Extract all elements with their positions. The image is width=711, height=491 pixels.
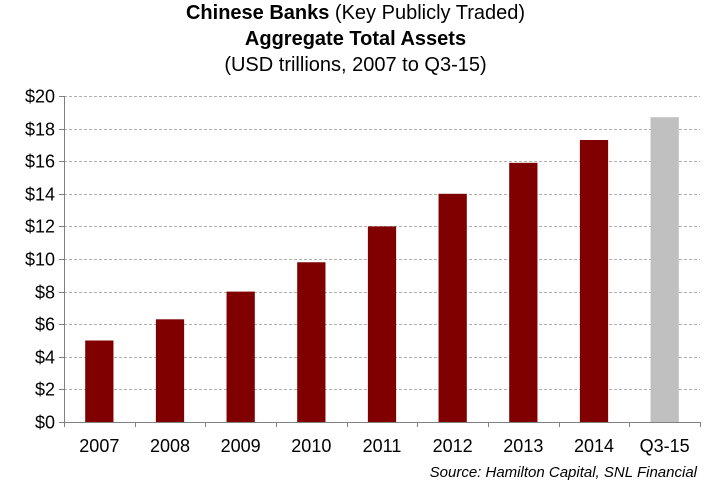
x-tick-label: 2007 bbox=[79, 436, 119, 456]
bar-2008 bbox=[155, 319, 185, 422]
y-tick-label: $4 bbox=[35, 348, 55, 368]
y-tick-label: $10 bbox=[25, 250, 55, 270]
y-tick-label: $16 bbox=[25, 152, 55, 172]
x-tick-label: 2013 bbox=[503, 436, 543, 456]
source-note: Source: Hamilton Capital, SNL Financial bbox=[429, 464, 697, 481]
bar-2010 bbox=[297, 262, 326, 422]
y-tick-label: $18 bbox=[25, 120, 55, 140]
bar-2009 bbox=[226, 291, 255, 422]
bar-2013 bbox=[509, 162, 538, 422]
bar-q3-15 bbox=[650, 117, 679, 422]
chart-title-rest: (Key Publicly Traded) bbox=[329, 2, 526, 24]
chart-title-block: Chinese Banks (Key Publicly Traded) Aggr… bbox=[0, 0, 711, 78]
bar-2014 bbox=[579, 140, 609, 422]
y-tick-label: $6 bbox=[35, 315, 55, 335]
x-tick-label: 2010 bbox=[291, 436, 331, 456]
y-tick-label: $2 bbox=[35, 380, 55, 400]
bars bbox=[85, 117, 679, 422]
x-tick-label: 2012 bbox=[433, 436, 473, 456]
x-tick-label: 2009 bbox=[221, 436, 261, 456]
y-tick-label: $12 bbox=[25, 217, 55, 237]
axes bbox=[59, 96, 701, 427]
x-tick-label: 2011 bbox=[363, 436, 402, 456]
x-tick-label: 2014 bbox=[574, 436, 614, 456]
chart-title-line-1: Chinese Banks (Key Publicly Traded) bbox=[0, 0, 711, 26]
y-tick-label: $14 bbox=[25, 185, 55, 205]
x-tick-label: 2008 bbox=[150, 436, 190, 456]
chart-title-line-2: Aggregate Total Assets bbox=[244, 28, 467, 50]
chart-subtitle: (USD trillions, 2007 to Q3-15) bbox=[224, 54, 487, 76]
bar-2007 bbox=[85, 340, 114, 422]
y-tick-labels: $0 $2 $4 $6 $8 $10 $12 $14 $16 $18 $20 bbox=[25, 87, 55, 433]
chart-title-bold: Chinese Banks bbox=[185, 2, 330, 24]
x-tick-label: Q3-15 bbox=[640, 436, 690, 456]
bar-2012 bbox=[438, 193, 467, 422]
x-tick-labels: 2007 2008 2009 2010 2011 2012 2013 2014 Q3-15 bbox=[79, 436, 689, 456]
y-tick-label: $20 bbox=[25, 87, 55, 107]
y-tick-label: $0 bbox=[35, 413, 55, 433]
y-tick-label: $8 bbox=[35, 283, 55, 303]
bar-2011 bbox=[367, 226, 397, 422]
